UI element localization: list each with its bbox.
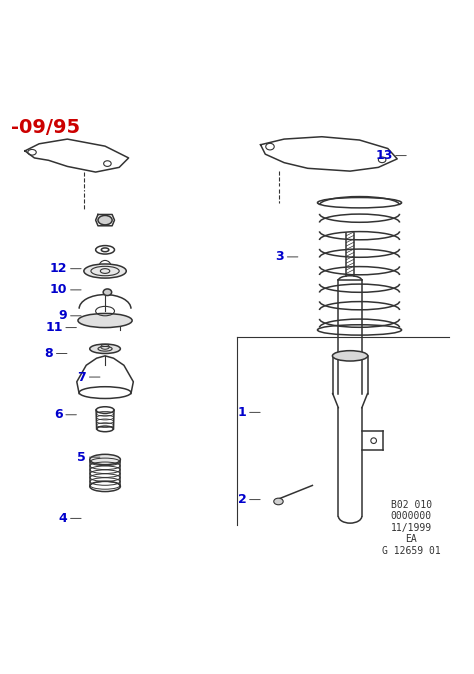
Ellipse shape [332, 350, 368, 361]
Text: 5: 5 [77, 451, 86, 464]
Ellipse shape [84, 264, 126, 278]
Ellipse shape [274, 498, 283, 505]
Text: -09/95: -09/95 [11, 118, 80, 137]
Ellipse shape [90, 344, 120, 353]
Text: 9: 9 [59, 309, 67, 322]
Text: 13: 13 [375, 149, 392, 162]
Ellipse shape [90, 454, 120, 464]
Text: 6: 6 [54, 408, 63, 421]
Text: 7: 7 [77, 371, 86, 384]
Text: 3: 3 [275, 251, 284, 264]
Text: 11: 11 [45, 321, 63, 334]
Text: 1: 1 [237, 406, 246, 419]
Ellipse shape [103, 289, 112, 295]
Text: B02 010
0000000
11/1999
EA
G 12659 01: B02 010 0000000 11/1999 EA G 12659 01 [382, 499, 441, 556]
Ellipse shape [78, 313, 132, 328]
Text: 4: 4 [59, 512, 67, 525]
Text: 8: 8 [45, 347, 53, 360]
Text: 12: 12 [50, 262, 67, 275]
Text: 10: 10 [50, 283, 67, 297]
Text: 2: 2 [237, 493, 246, 506]
Ellipse shape [98, 216, 112, 225]
